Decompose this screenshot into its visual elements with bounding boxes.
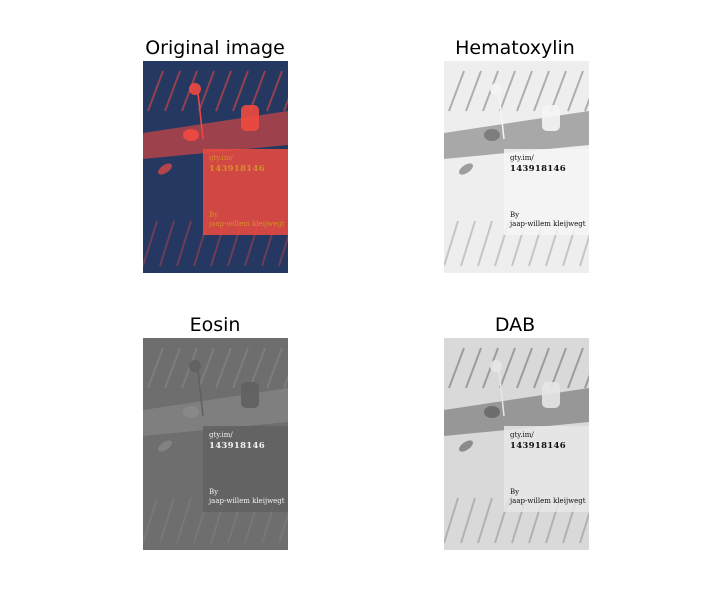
eosin-image — [143, 338, 288, 550]
overlay-handle: gty.im/ — [510, 431, 534, 439]
overlay-by: By — [209, 488, 219, 496]
overlay-by: By — [510, 211, 520, 219]
overlay-author: jaap-willem kleijwegt — [209, 497, 285, 505]
panel-title-dab: DAB — [494, 314, 536, 336]
dab-image — [444, 338, 589, 550]
overlay-author: jaap-willem kleijwegt — [510, 497, 586, 505]
overlay-number: 143918146 — [209, 164, 265, 174]
original-image — [143, 61, 288, 273]
overlay-author: jaap-willem kleijwegt — [510, 220, 586, 228]
panel-title-eosin: Eosin — [189, 314, 241, 336]
overlay-handle: gty.im/ — [209, 154, 233, 162]
overlay-number: 143918146 — [510, 164, 566, 174]
overlay-handle: gty.im/ — [209, 431, 233, 439]
overlay-by: By — [510, 488, 520, 496]
overlay-number: 143918146 — [209, 441, 265, 451]
overlay-author: jaap-willem kleijwegt — [209, 220, 285, 228]
panel-title-hematoxylin: Hematoxylin — [455, 37, 575, 59]
hematoxylin-image — [444, 61, 589, 273]
overlay-number: 143918146 — [510, 441, 566, 451]
overlay-by: By — [209, 211, 219, 219]
panel-title-original: Original image — [145, 37, 285, 59]
overlay-handle: gty.im/ — [510, 154, 534, 162]
